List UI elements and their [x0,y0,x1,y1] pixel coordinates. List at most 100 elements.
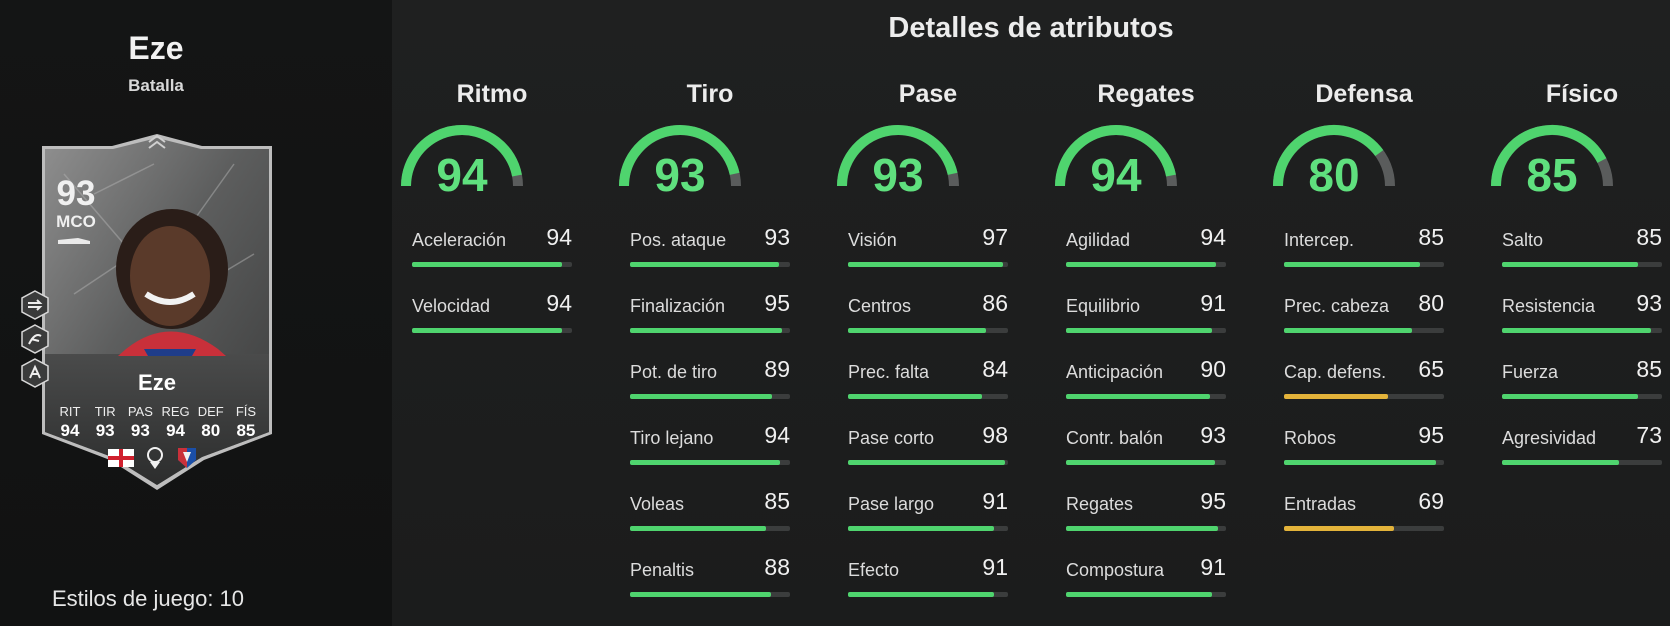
category-gauge [401,125,523,187]
attribute-bar [1066,460,1226,465]
category-gauge [619,125,741,187]
attribute-value: 73 [1636,422,1662,448]
crystal-palace-crest-icon [178,448,196,468]
card-stat-value: 85 [236,421,256,440]
attribute-label: Agresividad [1502,428,1597,448]
attribute-value: 94 [546,290,572,316]
playstyle-3-icon[interactable] [20,358,50,388]
category-value: 80 [1308,149,1360,201]
gauge-fill [1491,125,1607,187]
attribute-bar-fill [1066,592,1212,597]
card-stat-fis: FÍS 85 [230,404,262,441]
attribute-value: 91 [982,554,1008,580]
attribute-bar-fill [1284,394,1388,399]
attribute-bar [1066,592,1226,597]
attribute-value: 98 [982,422,1008,448]
attribute-value: 85 [1636,224,1662,250]
card-stat-value: 93 [95,421,115,440]
attribute-label: Compostura [1066,560,1165,580]
card-stat-label: FÍS [235,404,257,419]
attribute-value: 90 [1200,356,1226,382]
attribute-value: 91 [982,488,1008,514]
category-name: Pase [898,80,958,108]
attribute-bar-fill [1066,328,1212,333]
attribute-label: Cap. defens. [1284,362,1387,382]
attribute-bar [1284,526,1444,531]
attribute-bar-fill [848,394,983,399]
attribute-bar-fill [1284,262,1420,267]
card-stat-label: DEF [197,404,224,419]
category-gauge [1055,125,1177,187]
attribute-value: 94 [1200,224,1226,250]
attribute-bar [412,262,572,267]
attribute-value: 93 [1636,290,1662,316]
attribute-label: Aceleración [412,230,507,250]
playstyle-2-icon[interactable] [20,324,50,354]
player-name: Eze [128,30,184,66]
attribute-bar [1502,328,1662,333]
card-stat-value: 94 [60,421,80,440]
category-name: Ritmo [456,80,528,108]
attribute-label: Contr. balón [1066,428,1164,448]
player-version: Batalla [128,76,184,95]
card-stat-tir: TIR 93 [89,404,121,441]
card-stat-label: TIR [94,404,116,419]
attribute-bar-fill [1066,526,1218,531]
attribute-bar-fill [1502,262,1638,267]
attribute-bar-fill [1502,394,1638,399]
attribute-value: 85 [764,488,790,514]
category-gauge [1491,125,1613,187]
attribute-bar [848,592,1008,597]
playstyle-1-icon[interactable] [20,290,50,320]
card-stat-value: 80 [201,421,221,440]
attribute-bar [630,394,790,399]
premier-league-icon [147,447,163,469]
gauge-fill [619,125,740,187]
attribute-bar [1284,328,1444,333]
attribute-bar-fill [1066,262,1217,267]
attribute-value: 85 [1418,224,1444,250]
attribute-bar [1284,262,1444,267]
attribute-bar-fill [848,460,1005,465]
attribute-bar [848,460,1008,465]
category-name: Tiro [686,80,734,108]
attribute-bar-fill [412,262,563,267]
attribute-bar-fill [1284,328,1412,333]
playstyles-count: Estilos de juego: 10 [52,586,245,611]
attribute-bar [630,526,790,531]
card-stat-reg: REG 94 [160,404,192,441]
attribute-label: Prec. cabeza [1284,296,1390,316]
attribute-value: 91 [1200,290,1226,316]
attribute-bar-fill [1066,394,1210,399]
attribute-label: Prec. falta [848,362,930,382]
gauge-fill [1273,125,1384,187]
card-stat-label: PAS [127,404,153,419]
attribute-label: Salto [1502,230,1544,250]
category-name: Regates [1097,80,1195,108]
attribute-bar [1284,460,1444,465]
card-background [42,134,272,490]
attribute-label: Tiro lejano [630,428,714,448]
attribute-label: Equilibrio [1066,296,1141,316]
attribute-bar-fill [630,526,766,531]
attribute-label: Penaltis [630,560,695,580]
attribute-bar-fill [412,328,563,333]
attribute-value: 88 [764,554,790,580]
attribute-value: 95 [764,290,790,316]
attribute-label: Velocidad [412,296,491,316]
boot-icon [58,238,90,244]
attribute-bar [1066,526,1226,531]
attribute-value: 91 [1200,554,1226,580]
attribute-value: 94 [764,422,790,448]
attribute-bar [1502,262,1662,267]
card-rating: 93 [56,174,96,213]
attribute-label: Pase largo [848,494,935,514]
category-value: 93 [872,149,924,201]
card-stat-value: 93 [130,421,150,440]
player-card[interactable]: 93 MCO Eze RIT 94 TIR 93 PAS 93 REG 94 [34,134,280,490]
attribute-value: 84 [982,356,1008,382]
attribute-bar [630,262,790,267]
attribute-bar [1502,394,1662,399]
attribute-value: 93 [1200,422,1226,448]
page-title: Detalles de atributos [888,12,1174,44]
